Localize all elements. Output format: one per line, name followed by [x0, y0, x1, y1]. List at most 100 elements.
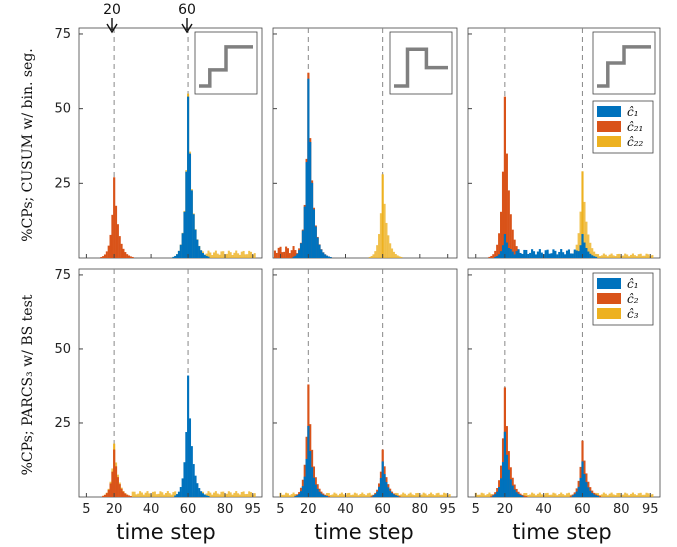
- bar-ĉ₂₁-4: [277, 247, 280, 258]
- bar-ĉ₃-44: [351, 494, 355, 497]
- bar-ĉ₃-81: [622, 494, 625, 497]
- bar-ĉ₃-73: [211, 494, 214, 497]
- bar-ĉ₂₁-2: [273, 250, 276, 258]
- bar-ĉ₁-62: [585, 247, 588, 258]
- bar-ĉ₁-36: [534, 254, 538, 258]
- bar-ĉ₁-16: [299, 243, 302, 258]
- bar-ĉ₃-96: [448, 494, 451, 497]
- bar-ĉ₁-55: [571, 253, 574, 258]
- bar-ĉ₂₂-62: [385, 222, 388, 258]
- bar-ĉ₃-77: [218, 494, 221, 497]
- legend-top-swatch-2: [597, 136, 621, 147]
- bar-ĉ₁-57: [376, 491, 379, 497]
- bar-ĉ₁-56: [374, 494, 377, 497]
- bar-ĉ₂₂-63: [587, 234, 590, 258]
- x-axis-label-3: time step: [512, 520, 612, 544]
- bar-ĉ₁-42: [546, 249, 549, 258]
- bar-ĉ₃-38: [538, 492, 541, 497]
- bar-ĉ₃-68: [596, 493, 600, 497]
- bar-ĉ₃-32: [527, 495, 530, 497]
- bar-ĉ₂₁-3: [275, 252, 278, 258]
- bar-ĉ₁-54: [569, 253, 572, 258]
- bar-ĉ₃-37: [536, 493, 539, 497]
- bar-ĉ₁-18: [500, 478, 503, 497]
- bar-ĉ₃-41: [544, 493, 547, 497]
- x-tick-label-5: 5: [472, 502, 480, 517]
- bar-ĉ₂₂-76: [612, 255, 615, 258]
- bar-ĉ₂₂-96: [651, 255, 654, 258]
- bar-ĉ₃-45: [159, 491, 162, 497]
- bar-ĉ₂₂-73: [211, 255, 214, 258]
- bar-ĉ₁-18: [303, 476, 306, 497]
- bar-ĉ₂₂-85: [233, 252, 236, 258]
- bar-ĉ₁-55: [372, 495, 375, 497]
- bar-ĉ₂₁-28: [127, 255, 131, 258]
- bar-ĉ₂₁-24: [511, 229, 514, 258]
- legend-top-label-1: ĉ₂₁: [627, 120, 643, 134]
- bar-ĉ₃-50: [363, 494, 366, 497]
- bar-ĉ₂₁-23: [118, 236, 121, 258]
- y-axis-label-bottom: %CPs; PARCS₃ w/ BS test: [20, 294, 36, 475]
- bar-ĉ₁-65: [391, 492, 394, 497]
- bar-ĉ₃-54: [370, 494, 373, 497]
- bar-ĉ₂₂-89: [240, 251, 243, 258]
- bar-ĉ₂-30: [523, 495, 526, 497]
- bar-ĉ₂-27: [126, 494, 129, 497]
- bar-ĉ₁-64: [589, 490, 592, 497]
- bar-ĉ₃-89: [435, 493, 438, 497]
- bar-ĉ₂₂-72: [604, 254, 607, 258]
- bar-ĉ₂₂-77: [218, 254, 221, 258]
- bar-ĉ₃-50: [168, 493, 171, 497]
- bar-ĉ₁-64: [194, 475, 197, 497]
- bar-ĉ₂-16: [105, 493, 108, 497]
- bar-ĉ₃-45: [353, 492, 356, 497]
- bar-ĉ₃-70: [400, 494, 403, 497]
- bar-ĉ₁-56: [179, 244, 182, 258]
- bar-ĉ₃-85: [233, 492, 236, 497]
- bar-ĉ₁-30: [523, 249, 526, 258]
- bar-ĉ₁-17: [498, 254, 501, 258]
- bar-ĉ₃-77: [614, 495, 617, 497]
- bar-ĉ₂₂-74: [213, 252, 216, 258]
- bar-ĉ₁-58: [183, 211, 186, 258]
- bar-ĉ₃-13: [294, 494, 297, 497]
- bar-ĉ₂₂-92: [246, 254, 249, 258]
- bar-ĉ₃-48: [359, 493, 362, 497]
- legend-bottom-swatch-0: [597, 278, 621, 289]
- bar-ĉ₂₂-94: [249, 251, 253, 258]
- bar-ĉ₃-73: [606, 495, 609, 497]
- bar-ĉ₁-59: [579, 245, 582, 258]
- bar-ĉ₃-90: [639, 492, 642, 497]
- bar-ĉ₁-26: [515, 492, 518, 497]
- bar-ĉ₂₂-67: [394, 254, 397, 258]
- bar-ĉ₁-53: [567, 249, 571, 258]
- bar-ĉ₁-14: [296, 253, 299, 258]
- bar-ĉ₁-66: [198, 488, 201, 497]
- bar-ĉ₁-19: [501, 245, 505, 258]
- bar-ĉ₃-44: [157, 493, 160, 497]
- bar-ĉ₁-51: [564, 254, 567, 258]
- bar-ĉ₁-67: [595, 495, 598, 497]
- bar-ĉ₃-93: [443, 492, 446, 497]
- bar-ĉ₁-67: [394, 495, 397, 497]
- peak-bar-20: [113, 177, 116, 258]
- bar-ĉ₃-70: [600, 494, 603, 497]
- bar-ĉ₃-85: [428, 493, 431, 497]
- bar-ĉ₃-90: [437, 492, 440, 497]
- bar-ĉ₁-30: [325, 255, 329, 258]
- bar-ĉ₁-23: [509, 249, 512, 258]
- bar-ĉ₁-18: [303, 206, 306, 258]
- y-axis-label-top: %CPs; CUSUM w/ bin. seg.: [20, 48, 36, 241]
- bar-ĉ₁-24: [314, 226, 317, 258]
- bar-ĉ₃-75: [214, 491, 217, 497]
- bar-ĉ₃-85: [629, 493, 633, 497]
- bar-ĉ₁-29: [521, 253, 524, 258]
- bar-ĉ₂₂-81: [225, 253, 228, 258]
- bar-ĉ₃-86: [631, 492, 635, 497]
- bar-ĉ₁-26: [515, 251, 518, 258]
- bar-ĉ₃-74: [213, 492, 216, 497]
- legend-bottom-label-2: ĉ₃: [627, 307, 639, 321]
- bar-ĉ₂₁-25: [513, 239, 516, 258]
- bar-ĉ₃-81: [420, 494, 423, 497]
